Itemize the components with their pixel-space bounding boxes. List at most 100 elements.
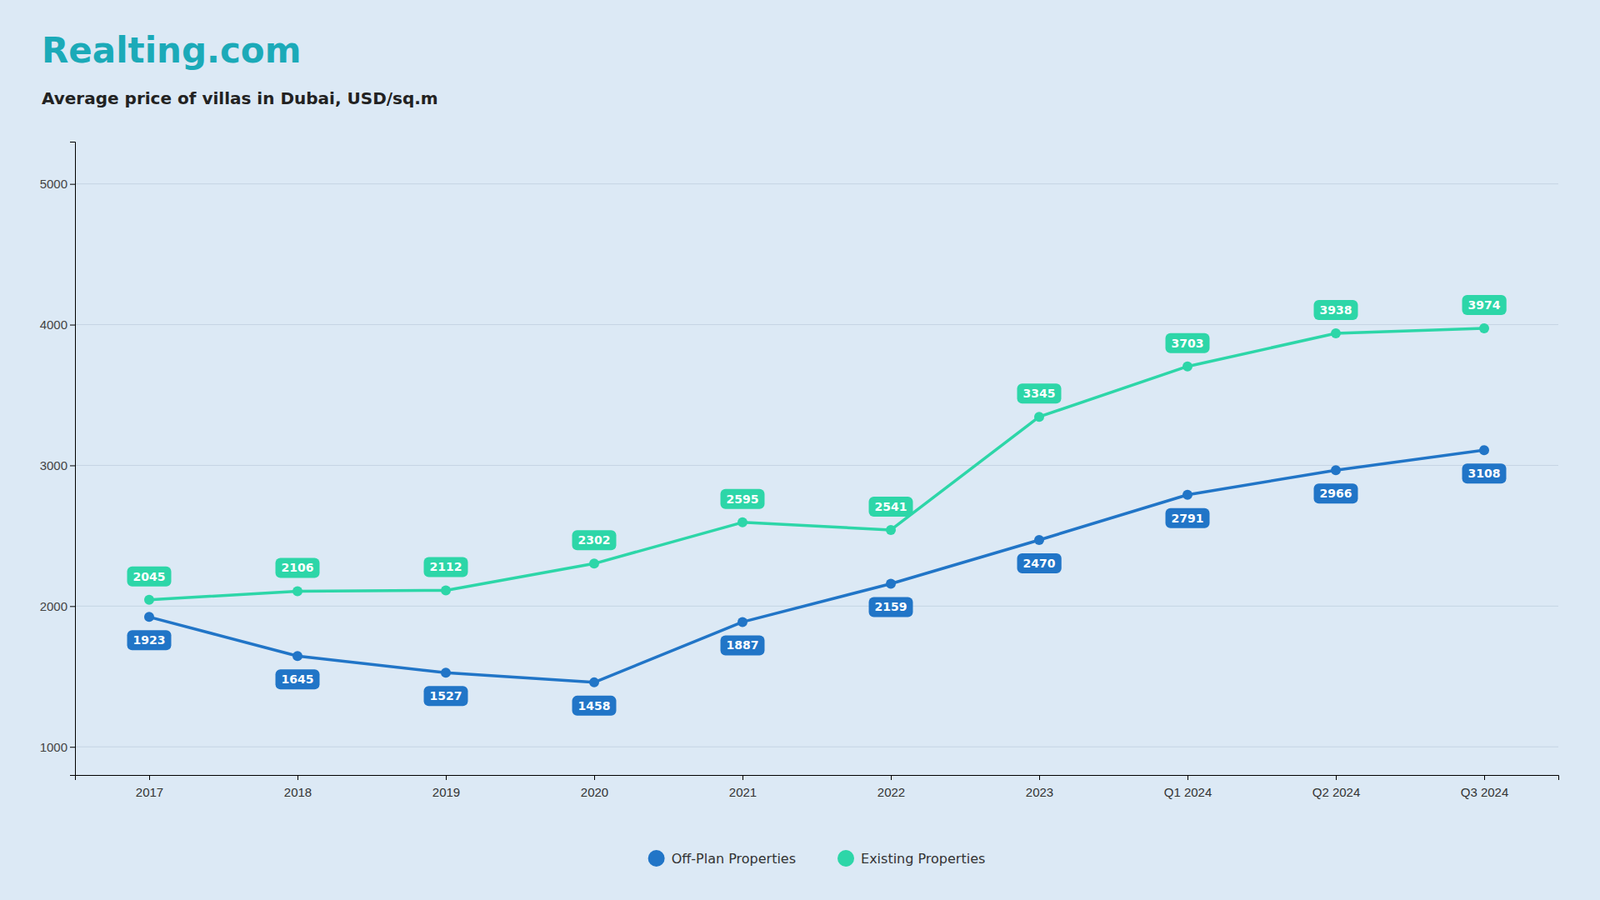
data-label-text: 3345 [1023, 386, 1056, 400]
point [1182, 490, 1193, 500]
x-tick-mark [890, 775, 892, 780]
y-tick-mark [70, 325, 75, 326]
point [1330, 328, 1341, 339]
data-label-bg [1165, 508, 1210, 529]
y-tick-mark [70, 605, 75, 607]
data-label: 1645 [275, 669, 320, 690]
data-label-text: 2159 [875, 600, 908, 614]
data-label-bg [720, 489, 765, 510]
data-label-bg [869, 496, 914, 517]
data-label-text: 2966 [1320, 486, 1353, 500]
data-label-text: 3108 [1468, 466, 1501, 480]
y-tick-mark [70, 184, 75, 185]
point [737, 616, 748, 627]
x-tick-label: Q1 2024 [1164, 785, 1213, 800]
x-tick-label: 2023 [1025, 785, 1054, 800]
y-tick: 4000 [40, 317, 75, 332]
series [144, 323, 1490, 605]
data-label-bg [127, 566, 172, 587]
x-tick: Q3 2024 [1460, 775, 1510, 800]
data-label-bg [572, 530, 617, 550]
legend-item: Off-Plan Properties [648, 850, 796, 867]
x-tick-label: Q3 2024 [1460, 785, 1510, 800]
point [1479, 445, 1490, 455]
data-label: 1458 [572, 695, 617, 716]
x-tick: Q2 2024 [1312, 775, 1361, 800]
data-label-bg [1017, 383, 1062, 404]
data-label: 2106 [275, 557, 320, 578]
legend: Off-Plan Properties Existing Properties [648, 850, 986, 867]
y-tick-mark [70, 465, 75, 466]
x-tick: 2020 [580, 775, 609, 800]
data-label-text: 1645 [281, 672, 315, 686]
x-tick-label: 2020 [580, 785, 609, 800]
data-label: 2112 [424, 556, 469, 577]
subtitle: Average price of villas in Dubai, USD/sq… [41, 88, 439, 109]
data-label-text: 2112 [430, 560, 463, 574]
x-tick-mark [445, 775, 447, 780]
y-tick-label: 4000 [40, 317, 68, 332]
data-label: 2966 [1314, 483, 1359, 504]
data-label-text: 1527 [430, 689, 463, 703]
data-label-bg [869, 596, 914, 617]
data-label-bg [1462, 295, 1507, 315]
data-label-bg [1462, 463, 1507, 484]
legend-marker [837, 850, 855, 867]
y-tick: 1000 [40, 740, 75, 755]
data-labels: 1923 1645 1527 1458 1887 2159 2470 2791 2966 3108… [127, 295, 1507, 716]
data-label: 3108 [1462, 463, 1507, 484]
data-label-bg [1165, 333, 1210, 354]
x-axis-line [75, 775, 1560, 781]
legend-marker [648, 850, 665, 867]
data-label: 2159 [869, 596, 914, 617]
x-tick-label: 2022 [877, 785, 905, 800]
data-label-text: 3703 [1171, 336, 1205, 350]
plot: 1000200030004000500020172018201920202021… [40, 142, 1560, 800]
x-axis: 2017201820192020202120222023Q1 2024Q2 20… [75, 775, 1560, 800]
x-tick-mark [1335, 775, 1337, 780]
data-label: 1887 [720, 635, 765, 655]
point [589, 558, 600, 569]
data-label-text: 2541 [875, 500, 908, 514]
data-label-text: 3938 [1320, 303, 1353, 317]
point [292, 650, 303, 661]
data-label: 1923 [127, 630, 172, 650]
title: Realting.com [41, 30, 301, 71]
data-label-text: 2045 [133, 570, 166, 584]
x-tick: 2023 [1025, 775, 1054, 800]
x-tick: 2021 [729, 775, 757, 800]
x-tick: 2017 [135, 775, 164, 800]
point [885, 525, 896, 535]
y-tick: 2000 [40, 599, 75, 614]
y-tick-label: 5000 [40, 176, 68, 191]
point [737, 517, 748, 528]
data-label: 3345 [1017, 383, 1062, 404]
data-label: 2791 [1165, 508, 1210, 529]
x-tick-label: 2021 [729, 785, 757, 800]
data-label-bg [1017, 553, 1062, 574]
data-label-text: 3974 [1468, 298, 1501, 312]
data-label: 2470 [1017, 553, 1062, 574]
marks [144, 323, 1490, 688]
x-tick: 2019 [432, 775, 460, 800]
data-label: 3974 [1462, 295, 1507, 315]
legend-label: Off-Plan Properties [671, 850, 796, 867]
grid-line [75, 605, 1559, 607]
series [144, 445, 1490, 688]
x-tick-label: Q2 2024 [1312, 785, 1361, 800]
data-label: 1527 [424, 685, 469, 706]
data-label-bg [1314, 483, 1359, 504]
data-label: 2541 [869, 496, 914, 517]
line [149, 328, 1485, 600]
x-tick-mark [149, 775, 150, 780]
grid-line [75, 746, 1559, 748]
point [1479, 323, 1490, 334]
grid-line [75, 183, 1559, 185]
point [589, 677, 600, 688]
point [1034, 411, 1045, 422]
legend-item: Existing Properties [837, 850, 985, 867]
data-label: 2302 [572, 530, 617, 550]
point [144, 595, 155, 605]
point [292, 585, 303, 596]
background [0, 0, 1600, 900]
